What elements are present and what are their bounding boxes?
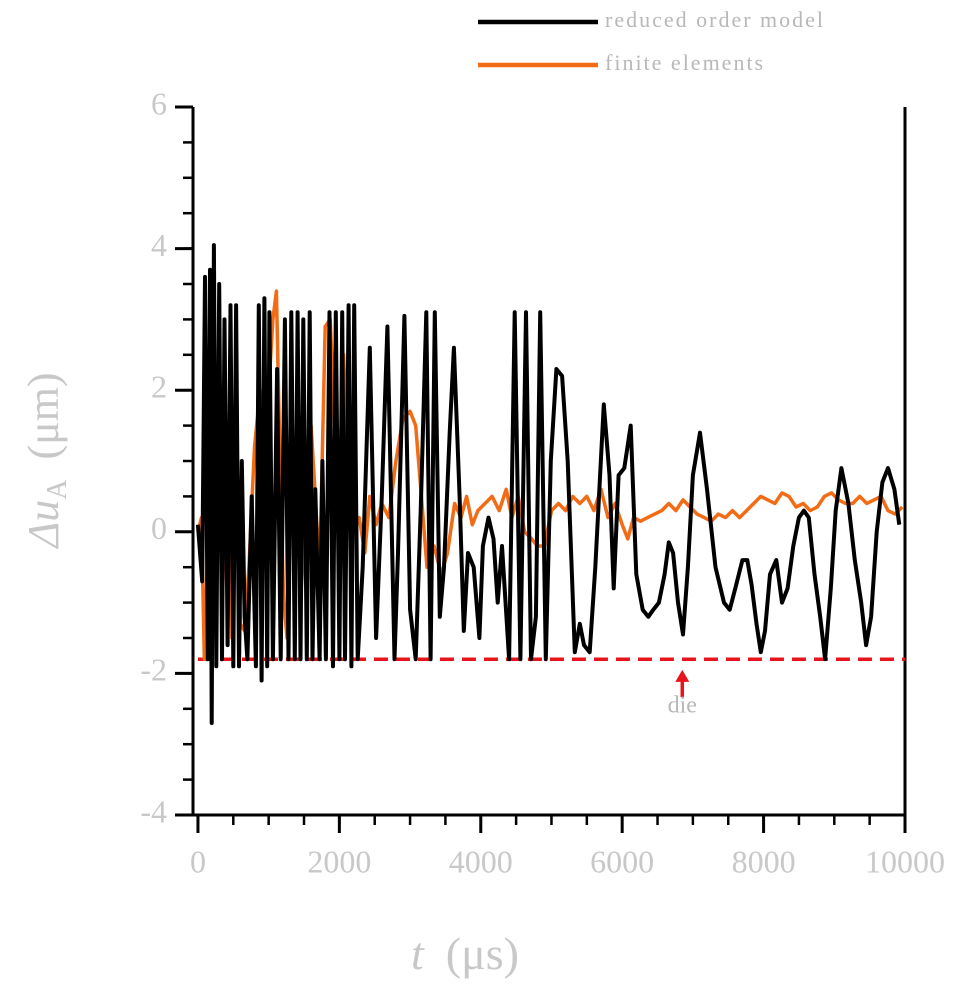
y-label-unit: (μm) — [19, 372, 68, 459]
x-tick-label: 6000 — [590, 843, 654, 879]
series-line — [195, 243, 902, 725]
annotation-arrowhead — [675, 669, 690, 682]
x-label-main: t — [411, 928, 425, 979]
y-label-main: Δu — [19, 500, 68, 550]
y-axis-label: ΔuA (μm) — [19, 372, 73, 549]
y-tick-label: 2 — [151, 369, 167, 405]
legend-label: finite elements — [605, 50, 765, 75]
x-label-unit: (μs) — [446, 928, 519, 979]
y-label-sub: A — [42, 479, 73, 500]
y-tick-label: 0 — [151, 510, 167, 546]
legend-label: reduced order model — [605, 7, 825, 32]
x-tick-label: 8000 — [732, 843, 796, 879]
y-tick-label: 6 — [151, 85, 167, 121]
x-tick-label: 2000 — [307, 843, 371, 879]
x-tick-label: 0 — [190, 843, 206, 879]
x-tick-label: 4000 — [449, 843, 513, 879]
annotation-text: die — [668, 693, 697, 719]
x-axis-label: t (μs) — [411, 928, 519, 979]
y-tick-label: 4 — [151, 227, 167, 263]
y-tick-label: -4 — [140, 793, 167, 829]
y-tick-label: -2 — [140, 652, 167, 688]
x-tick-label: 10000 — [865, 843, 945, 879]
